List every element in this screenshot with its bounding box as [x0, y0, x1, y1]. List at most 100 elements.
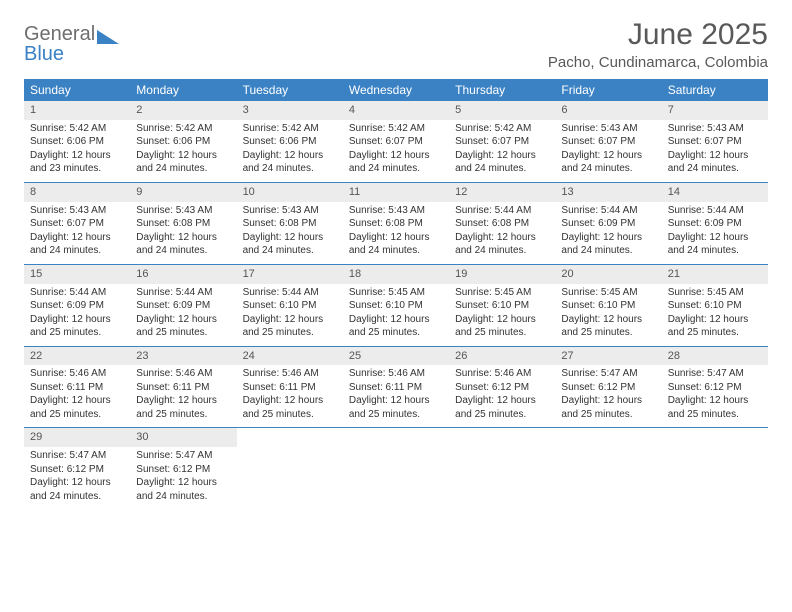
logo-text-general: General [24, 24, 95, 44]
day-cell: 6Sunrise: 5:43 AMSunset: 6:07 PMDaylight… [555, 101, 661, 182]
sunrise-line: Sunrise: 5:43 AM [555, 122, 661, 136]
day-number: 22 [24, 347, 130, 366]
day-number: 10 [237, 183, 343, 202]
sunset-line: Sunset: 6:11 PM [130, 381, 236, 395]
sunset-line: Sunset: 6:12 PM [24, 463, 130, 477]
daylight-line: Daylight: 12 hours and 25 minutes. [130, 394, 236, 421]
week-row: 8Sunrise: 5:43 AMSunset: 6:07 PMDaylight… [24, 183, 768, 265]
day-cell: 25Sunrise: 5:46 AMSunset: 6:11 PMDayligh… [343, 347, 449, 428]
day-number: 1 [24, 101, 130, 120]
day-cell: 8Sunrise: 5:43 AMSunset: 6:07 PMDaylight… [24, 183, 130, 264]
daylight-line: Daylight: 12 hours and 24 minutes. [237, 231, 343, 258]
day-number: 2 [130, 101, 236, 120]
sunset-line: Sunset: 6:07 PM [662, 135, 768, 149]
week-row: 1Sunrise: 5:42 AMSunset: 6:06 PMDaylight… [24, 101, 768, 183]
day-cell: 4Sunrise: 5:42 AMSunset: 6:07 PMDaylight… [343, 101, 449, 182]
daylight-line: Daylight: 12 hours and 24 minutes. [449, 149, 555, 176]
sunset-line: Sunset: 6:12 PM [555, 381, 661, 395]
day-cell: 27Sunrise: 5:47 AMSunset: 6:12 PMDayligh… [555, 347, 661, 428]
title-block: June 2025 Pacho, Cundinamarca, Colombia [548, 18, 768, 71]
daylight-line: Daylight: 12 hours and 25 minutes. [662, 394, 768, 421]
day-number: 20 [555, 265, 661, 284]
day-number: 12 [449, 183, 555, 202]
day-cell: 18 Sunrise: 5:45 AMSunset: 6:10 PMDayligh… [343, 265, 449, 346]
day-number: 29 [24, 428, 130, 447]
day-cell: 20Sunrise: 5:45 AMSunset: 6:10 PMDayligh… [555, 265, 661, 346]
sunrise-line: Sunrise: 5:45 AM [449, 286, 555, 300]
daylight-line: Daylight: 12 hours and 25 minutes. [555, 394, 661, 421]
sunset-line: Sunset: 6:08 PM [237, 217, 343, 231]
day-cell: 19Sunrise: 5:45 AMSunset: 6:10 PMDayligh… [449, 265, 555, 346]
day-cell: 15Sunrise: 5:44 AMSunset: 6:09 PMDayligh… [24, 265, 130, 346]
sunrise-line: Sunrise: 5:46 AM [130, 367, 236, 381]
daylight-line: Daylight: 12 hours and 25 minutes. [449, 394, 555, 421]
dow-header-row: Sunday Monday Tuesday Wednesday Thursday… [24, 79, 768, 101]
day-cell: 16Sunrise: 5:44 AMSunset: 6:09 PMDayligh… [130, 265, 236, 346]
day-cell [662, 428, 768, 509]
calendar-grid: Sunday Monday Tuesday Wednesday Thursday… [24, 79, 768, 509]
day-number: 7 [662, 101, 768, 120]
day-number: 25 [343, 347, 449, 366]
week-row: 15Sunrise: 5:44 AMSunset: 6:09 PMDayligh… [24, 265, 768, 347]
sunrise-line: Sunrise: 5:43 AM [237, 204, 343, 218]
dow-saturday: Saturday [662, 79, 768, 101]
daylight-line: Daylight: 12 hours and 24 minutes. [130, 231, 236, 258]
day-cell: 5Sunrise: 5:42 AMSunset: 6:07 PMDaylight… [449, 101, 555, 182]
sunset-line: Sunset: 6:06 PM [130, 135, 236, 149]
day-cell: 3Sunrise: 5:42 AMSunset: 6:06 PMDaylight… [237, 101, 343, 182]
day-number: 18 [343, 265, 449, 284]
sunset-line: Sunset: 6:10 PM [343, 299, 449, 313]
dow-monday: Monday [130, 79, 236, 101]
sunset-line: Sunset: 6:11 PM [24, 381, 130, 395]
location-text: Pacho, Cundinamarca, Colombia [548, 54, 768, 71]
day-cell: 10 Sunrise: 5:43 AMSunset: 6:08 PMDayligh… [237, 183, 343, 264]
calendar-page: General Blue June 2025 Pacho, Cundinamar… [0, 0, 792, 527]
sunrise-line: Sunrise: 5:44 AM [24, 286, 130, 300]
sunrise-line: Sunrise: 5:43 AM [130, 204, 236, 218]
logo-text-blue: Blue [24, 44, 119, 64]
day-cell: 17Sunrise: 5:44 AMSunset: 6:10 PMDayligh… [237, 265, 343, 346]
sunrise-line: Sunrise: 5:42 AM [24, 122, 130, 136]
day-cell: 9Sunrise: 5:43 AMSunset: 6:08 PMDaylight… [130, 183, 236, 264]
daylight-line: Daylight: 12 hours and 25 minutes. [237, 313, 343, 340]
sunset-line: Sunset: 6:07 PM [555, 135, 661, 149]
sunset-line: Sunset: 6:11 PM [237, 381, 343, 395]
day-cell [449, 428, 555, 509]
daylight-line: Daylight: 12 hours and 24 minutes. [24, 231, 130, 258]
sunset-line: Sunset: 6:06 PM [237, 135, 343, 149]
day-cell: 24Sunrise: 5:46 AMSunset: 6:11 PMDayligh… [237, 347, 343, 428]
day-cell: 14Sunrise: 5:44 AMSunset: 6:09 PMDayligh… [662, 183, 768, 264]
sunrise-line: Sunrise: 5:46 AM [24, 367, 130, 381]
day-cell: 1Sunrise: 5:42 AMSunset: 6:06 PMDaylight… [24, 101, 130, 182]
daylight-line: Daylight: 12 hours and 25 minutes. [555, 313, 661, 340]
daylight-line: Daylight: 12 hours and 24 minutes. [130, 149, 236, 176]
sunrise-line: Sunrise: 5:46 AM [343, 367, 449, 381]
sunrise-line: Sunrise: 5:46 AM [449, 367, 555, 381]
sunrise-line: Sunrise: 5:45 AM [343, 286, 449, 300]
daylight-line: Daylight: 12 hours and 24 minutes. [24, 476, 130, 503]
daylight-line: Daylight: 12 hours and 25 minutes. [130, 313, 236, 340]
dow-tuesday: Tuesday [237, 79, 343, 101]
day-cell: 12Sunrise: 5:44 AMSunset: 6:08 PMDayligh… [449, 183, 555, 264]
daylight-line: Daylight: 12 hours and 24 minutes. [555, 231, 661, 258]
sunset-line: Sunset: 6:10 PM [449, 299, 555, 313]
day-number: 4 [343, 101, 449, 120]
day-cell: 23Sunrise: 5:46 AMSunset: 6:11 PMDayligh… [130, 347, 236, 428]
daylight-line: Daylight: 12 hours and 24 minutes. [130, 476, 236, 503]
sunrise-line: Sunrise: 5:42 AM [237, 122, 343, 136]
sunset-line: Sunset: 6:08 PM [343, 217, 449, 231]
day-cell: 13Sunrise: 5:44 AMSunset: 6:09 PMDayligh… [555, 183, 661, 264]
day-number: 15 [24, 265, 130, 284]
day-number: 16 [130, 265, 236, 284]
sunrise-line: Sunrise: 5:47 AM [662, 367, 768, 381]
day-cell [237, 428, 343, 509]
dow-wednesday: Wednesday [343, 79, 449, 101]
header: General Blue June 2025 Pacho, Cundinamar… [24, 18, 768, 71]
sunset-line: Sunset: 6:11 PM [343, 381, 449, 395]
daylight-line: Daylight: 12 hours and 25 minutes. [343, 313, 449, 340]
weeks-container: 1Sunrise: 5:42 AMSunset: 6:06 PMDaylight… [24, 101, 768, 509]
day-number: 21 [662, 265, 768, 284]
daylight-line: Daylight: 12 hours and 24 minutes. [237, 149, 343, 176]
day-number: 30 [130, 428, 236, 447]
daylight-line: Daylight: 12 hours and 24 minutes. [555, 149, 661, 176]
